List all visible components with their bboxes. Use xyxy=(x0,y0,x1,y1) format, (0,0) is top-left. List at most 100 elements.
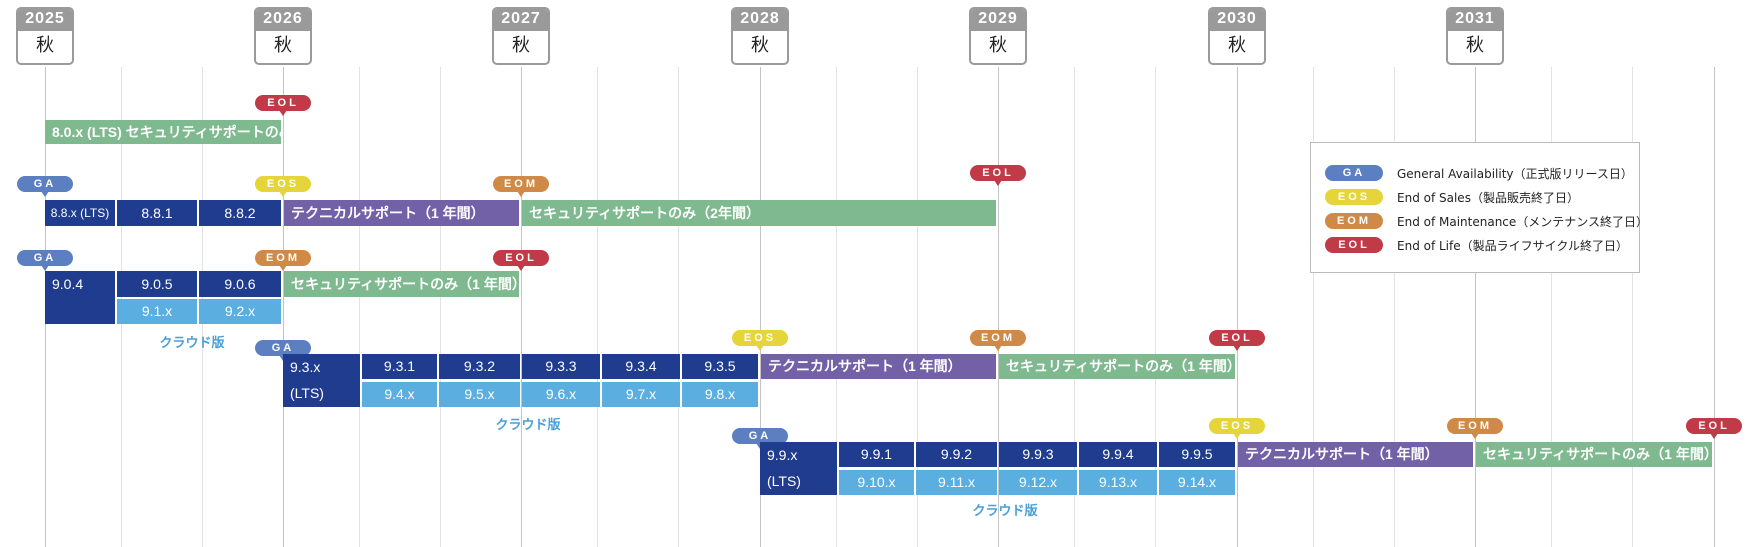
version-block: 9.9.1 xyxy=(839,442,914,467)
year-gridline xyxy=(1714,67,1715,547)
cloud-version-block: 9.14.x xyxy=(1159,470,1235,495)
badge-eos: EOS xyxy=(255,176,311,197)
security-support-bar: セキュリティサポートのみ（1 年間） xyxy=(999,354,1235,379)
version-block: 9.0.4 xyxy=(45,271,115,324)
cloud-version-block: 9.8.x xyxy=(682,382,758,407)
lts-version-label: 9.9.x xyxy=(767,447,798,463)
version-block: 9.0.5 xyxy=(117,271,197,297)
version-block: 9.3.2 xyxy=(439,354,520,379)
year-gridline xyxy=(998,67,999,547)
legend: GA General Availability（正式版リリース日） EOS End o… xyxy=(1310,142,1648,273)
calendar-season: 秋 xyxy=(512,35,530,56)
year-gridline xyxy=(760,67,761,547)
month-gridline xyxy=(1074,67,1075,547)
legend-item: EOM End of Maintenance（メンテナンス終了日） xyxy=(1325,213,1648,229)
cloud-version-block: 9.6.x xyxy=(522,382,600,407)
calendar-year: 2030 xyxy=(1210,9,1264,31)
month-gridline xyxy=(359,67,360,547)
calendar-season: 秋 xyxy=(989,35,1007,56)
month-gridline xyxy=(836,67,837,547)
badge-eos: EOS xyxy=(1209,418,1265,439)
badge-ga: GA xyxy=(17,250,73,271)
legend-text: General Availability（正式版リリース日） xyxy=(1397,166,1633,181)
calendar-year: 2031 xyxy=(1448,9,1502,31)
calendar-icon-2027: 2027 秋 xyxy=(492,7,550,65)
cloud-version-block: 9.11.x xyxy=(916,470,997,495)
month-gridline xyxy=(1394,67,1395,547)
month-gridline xyxy=(917,67,918,547)
cloud-edition-label: クラウド版 xyxy=(159,336,225,351)
security-support-bar: セキュリティサポートのみ（2年間） xyxy=(522,200,996,226)
version-block: 8.8.x (LTS) xyxy=(45,200,115,226)
legend-item: GA General Availability（正式版リリース日） xyxy=(1325,165,1633,181)
cloud-edition-label: クラウド版 xyxy=(972,504,1038,519)
year-gridline xyxy=(521,67,522,547)
calendar-season: 秋 xyxy=(36,35,54,56)
calendar-season: 秋 xyxy=(1228,35,1246,56)
version-block: 9.3.5 xyxy=(682,354,758,379)
lts-version-block: 9.3.x (LTS) xyxy=(283,354,360,407)
calendar-icon-2025: 2025 秋 xyxy=(16,7,74,65)
month-gridline xyxy=(1551,67,1552,547)
cloud-version-block: 9.4.x xyxy=(362,382,437,407)
calendar-season: 秋 xyxy=(1466,35,1484,56)
version-block: 8.8.2 xyxy=(199,200,281,226)
version-block: 8.8.1 xyxy=(117,200,197,226)
calendar-icon-2026: 2026 秋 xyxy=(254,7,312,65)
security-support-bar: セキュリティサポートのみ（1 年間） xyxy=(1476,442,1712,467)
cloud-version-block: 9.13.x xyxy=(1079,470,1157,495)
legend-item: EOL End of Life（製品ライフサイクル終了日） xyxy=(1325,237,1628,253)
lts-version-label: (LTS) xyxy=(767,473,801,489)
badge-eom: EOM xyxy=(970,330,1026,351)
badge-eom: EOM xyxy=(255,250,311,271)
version-block: 9.9.2 xyxy=(916,442,997,467)
month-gridline xyxy=(1313,67,1314,547)
lts-version-block: 9.9.x (LTS) xyxy=(760,442,837,495)
version-block: 9.9.4 xyxy=(1079,442,1157,467)
legend-badge-eol: EOL xyxy=(1325,237,1383,253)
badge-eom: EOM xyxy=(1447,418,1503,439)
lts-version-label: (LTS) xyxy=(290,385,324,401)
badge-eol: EOL xyxy=(493,250,549,271)
cloud-version-block: 9.5.x xyxy=(439,382,520,407)
month-gridline xyxy=(678,67,679,547)
badge-eol: EOL xyxy=(1209,330,1265,351)
calendar-year: 2028 xyxy=(733,9,787,31)
technical-support-bar: テクニカルサポート（1 年間） xyxy=(761,354,996,379)
cloud-version-block: 9.2.x xyxy=(199,299,281,324)
cloud-edition-label: クラウド版 xyxy=(495,418,561,433)
version-block: 9.3.4 xyxy=(602,354,680,379)
month-gridline xyxy=(597,67,598,547)
legend-badge-eos: EOS xyxy=(1325,189,1383,205)
badge-ga: GA xyxy=(17,176,73,197)
calendar-year: 2025 xyxy=(18,9,72,31)
year-gridline xyxy=(283,67,284,547)
legend-item: EOS End of Sales（製品販売終了日） xyxy=(1325,189,1579,205)
badge-eol: EOL xyxy=(1686,418,1742,439)
calendar-year: 2027 xyxy=(494,9,548,31)
legend-badge-eom: EOM xyxy=(1325,213,1383,229)
month-gridline xyxy=(440,67,441,547)
calendar-icon-2029: 2029 秋 xyxy=(969,7,1027,65)
security-support-bar: セキュリティサポートのみ（1 年間） xyxy=(284,271,519,297)
version-block: 9.9.5 xyxy=(1159,442,1235,467)
month-gridline xyxy=(1632,67,1633,547)
calendar-year: 2029 xyxy=(971,9,1025,31)
calendar-icon-2031: 2031 秋 xyxy=(1446,7,1504,65)
technical-support-bar: テクニカルサポート（1 年間） xyxy=(284,200,519,226)
version-block: 9.9.3 xyxy=(999,442,1077,467)
badge-eol: EOL xyxy=(255,95,311,116)
version-block: 9.3.1 xyxy=(362,354,437,379)
calendar-season: 秋 xyxy=(274,35,292,56)
security-support-bar: 8.0.x (LTS) セキュリティサポートのみ xyxy=(45,120,281,144)
cloud-version-block: 9.10.x xyxy=(839,470,914,495)
cloud-version-block: 9.7.x xyxy=(602,382,680,407)
cloud-version-block: 9.12.x xyxy=(999,470,1077,495)
badge-eos: EOS xyxy=(732,330,788,351)
badge-eol: EOL xyxy=(970,165,1026,186)
calendar-icon-2030: 2030 秋 xyxy=(1208,7,1266,65)
technical-support-bar: テクニカルサポート（1 年間） xyxy=(1238,442,1473,467)
calendar-icon-2028: 2028 秋 xyxy=(731,7,789,65)
legend-text: End of Sales（製品販売終了日） xyxy=(1397,190,1579,205)
calendar-season: 秋 xyxy=(751,35,769,56)
